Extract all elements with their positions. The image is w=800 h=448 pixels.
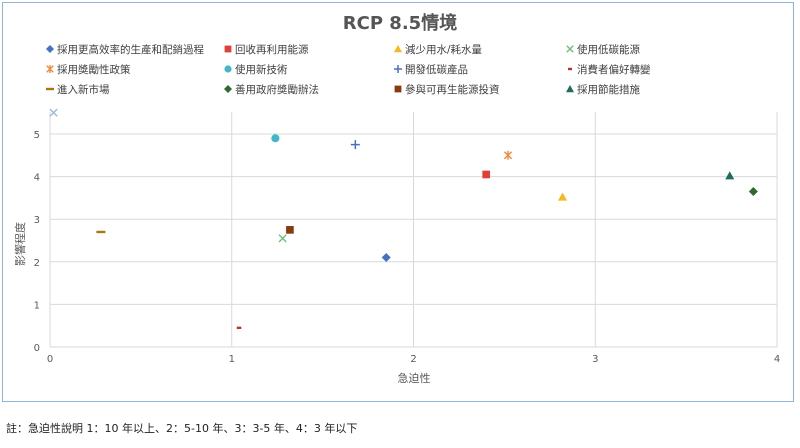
legend-label: 減少用水/耗水量: [405, 43, 483, 56]
x-axis-label: 急迫性: [398, 371, 431, 385]
data-point: [350, 140, 360, 150]
legend-label: 開發低碳產品: [405, 63, 468, 76]
x-tick-label: 4: [774, 354, 780, 365]
data-point: [278, 234, 287, 243]
data-point: [381, 253, 391, 263]
legend-marker: [394, 65, 402, 73]
legend-label: 消費者偏好轉變: [577, 63, 651, 76]
legend-marker: [566, 45, 574, 53]
data-point: [286, 226, 294, 234]
scatter-chart: RCP 8.5情境 0 1 2 3 4 5 0 1 2 3 4 急迫性 影響程度 採用更高效率的生產和配銷過…: [13, 12, 780, 385]
y-tick-label: 1: [34, 300, 40, 311]
legend-marker: [394, 85, 402, 93]
data-point: [96, 230, 106, 234]
legend-label: 使用低碳能源: [577, 43, 640, 56]
legend-marker: [224, 45, 232, 53]
legend-label: 採用更高效率的生產和配銷過程: [57, 43, 204, 56]
legend-marker: [568, 67, 572, 71]
chart-title: RCP 8.5情境: [343, 12, 457, 34]
x-tick-label: 3: [592, 354, 598, 365]
legend-marker: [46, 45, 54, 53]
legend-label: 使用新技術: [235, 63, 288, 76]
footnote: 註：急迫性說明 1：10 年以上、2：5-10 年、3：3-5 年、4：3 年以…: [6, 422, 358, 435]
legend-marker: [566, 85, 574, 93]
data-point: [725, 171, 735, 180]
y-tick-label: 2: [34, 258, 40, 269]
legend-label: 參與可再生能源投資: [405, 83, 500, 96]
x-tick-label: 2: [410, 354, 416, 365]
y-tick-label: 0: [34, 343, 40, 354]
legend-marker: [46, 65, 54, 73]
legend-marker: [224, 85, 232, 93]
data-point: [482, 170, 491, 179]
y-tick-label: 3: [34, 215, 40, 226]
legend-marker: [224, 65, 232, 73]
y-tick-label: 4: [34, 173, 40, 184]
x-tick-label: 0: [47, 354, 53, 365]
y-tick-label: 5: [34, 130, 40, 141]
data-point: [271, 134, 280, 143]
data-point: [748, 187, 758, 197]
legend-label: 採用獎勵性政策: [57, 63, 131, 76]
data-point: [503, 150, 513, 160]
legend-label: 採用節能措施: [577, 83, 640, 96]
data-point: [236, 326, 242, 330]
legend-label: 善用政府獎勵辦法: [235, 83, 319, 96]
legend-marker: [46, 87, 54, 91]
legend-label: 回收再利用能源: [235, 43, 309, 56]
x-tick-label: 1: [229, 354, 235, 365]
legend-label: 進入新市場: [57, 83, 110, 96]
legend-marker: [394, 45, 402, 53]
data-point: [558, 192, 568, 201]
y-axis-label: 影響程度: [13, 222, 27, 266]
data-point: [49, 108, 58, 117]
